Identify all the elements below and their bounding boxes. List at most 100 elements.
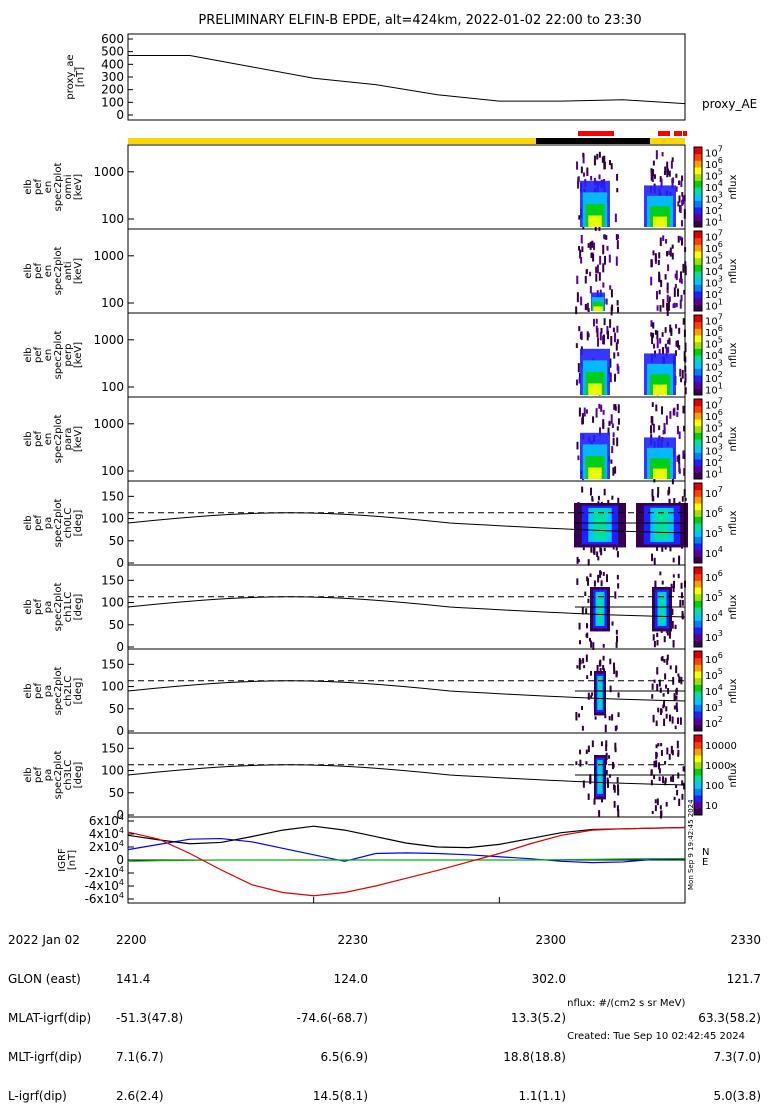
axis-label-line: elb xyxy=(23,347,34,362)
flux-pixel xyxy=(651,169,654,176)
flux-pixel xyxy=(679,299,682,309)
axis-label-line: proxy_ae xyxy=(65,54,76,99)
flux-pixel xyxy=(616,188,619,193)
flux-pixel xyxy=(677,749,680,755)
flux-pixel xyxy=(653,557,656,565)
flux-pixel xyxy=(605,744,608,752)
flux-pixel xyxy=(616,325,619,333)
axis-label-line: [deg] xyxy=(73,678,84,705)
flux-pixel xyxy=(576,578,579,585)
colorbar-segment xyxy=(694,213,702,221)
flux-pixel xyxy=(600,580,603,587)
pitch-angle-panel: 0 50 100 150 xyxy=(101,732,686,822)
flux-pixel xyxy=(576,556,579,564)
flux-pixel xyxy=(656,667,659,675)
flux-pixel xyxy=(610,414,613,424)
colorbar: 104 105 106 107 nflux xyxy=(693,482,739,564)
flux-pixel xyxy=(675,324,678,329)
colorbar-segment xyxy=(694,489,702,497)
colorbar-segment xyxy=(694,335,702,343)
colorbar-segment xyxy=(694,704,702,712)
y-axis-label: elb pef en spec2plot perp [keV] xyxy=(23,331,84,380)
flux-pixel xyxy=(682,195,685,205)
flux-pixel xyxy=(652,423,655,433)
flux-pixel xyxy=(657,486,660,495)
axis-label-line: spec2plot xyxy=(53,247,64,296)
flux-pixel xyxy=(664,274,667,280)
flux-pixel xyxy=(669,324,672,333)
colorbar-segment xyxy=(694,607,702,615)
flux-pixel xyxy=(684,387,687,395)
energy-spectrogram-panel: 100 1000 xyxy=(93,396,686,485)
flux-pixel xyxy=(600,404,603,412)
footer-value: 2200 xyxy=(116,933,147,947)
flux-pixel xyxy=(673,580,676,589)
colorbar-segment xyxy=(694,321,702,329)
flux-pixel xyxy=(615,342,618,351)
y-axis-label: elb pef pa spec2plot ch1LC [deg] xyxy=(23,583,84,632)
flux-pixel xyxy=(607,499,610,504)
flux-pixel xyxy=(666,658,669,665)
flux-pixel xyxy=(676,403,679,411)
flux-pixel xyxy=(666,294,669,303)
axis-label-line: pef xyxy=(33,179,44,196)
flux-pixel xyxy=(581,486,584,493)
flux-pixel xyxy=(614,591,617,599)
flux-pixel xyxy=(672,557,675,563)
flux-pixel xyxy=(581,725,584,731)
flux-pixel xyxy=(581,606,584,615)
flux-pixel xyxy=(598,810,601,817)
flux-pixel xyxy=(670,583,673,589)
colorbar-segment xyxy=(694,180,702,188)
flux-pixel xyxy=(589,286,592,294)
flux-pixel xyxy=(658,425,661,431)
flux-patch xyxy=(593,306,603,311)
flux-pixel xyxy=(605,740,608,747)
flux-pixel xyxy=(664,545,667,550)
flux-pixel xyxy=(614,373,617,379)
flux-pixel xyxy=(617,712,620,718)
y-tick-label: 1000 xyxy=(93,333,124,347)
flux-pixel xyxy=(591,692,594,696)
flux-pixel xyxy=(682,318,685,325)
flux-pixel xyxy=(614,725,617,732)
flux-pixel xyxy=(666,630,669,636)
flux-pixel xyxy=(657,707,660,713)
flux-pixel xyxy=(672,774,675,783)
flux-pixel xyxy=(617,234,620,239)
flux-pixel xyxy=(609,658,612,665)
flux-pixel xyxy=(661,544,664,552)
y-axis-label: elb pef en spec2plot omni [keV] xyxy=(23,163,84,212)
flux-pixel xyxy=(666,747,669,755)
flux-pixel xyxy=(668,714,671,722)
flux-pixel xyxy=(584,275,587,284)
footer-value: 6.5(6.9) xyxy=(320,1050,368,1064)
flux-pixel xyxy=(611,423,614,429)
colorbar-frame xyxy=(693,230,703,312)
colorbar-segment xyxy=(694,600,702,608)
loss-cone-line xyxy=(127,764,686,786)
flux-pixel xyxy=(675,695,678,700)
flux-pixel xyxy=(675,302,678,308)
flux-pixel xyxy=(579,759,582,767)
flux-pixel xyxy=(654,805,657,812)
colorbar-segment xyxy=(694,788,702,796)
flux-pixel xyxy=(590,175,593,181)
flux-pixel xyxy=(613,377,616,382)
flux-pixel xyxy=(590,695,593,699)
y-tick-label: 500 xyxy=(101,45,124,59)
flux-pixel xyxy=(600,327,603,334)
flux-pixel xyxy=(662,776,665,784)
colorbar-segment xyxy=(694,735,702,743)
y-tick-label: 2x104 xyxy=(89,839,124,854)
flux-pixel xyxy=(652,496,655,502)
footer-value: 18.8(18.8) xyxy=(503,1050,566,1064)
flux-pixel xyxy=(601,799,604,803)
flux-pixel xyxy=(595,318,598,324)
flux-pixel xyxy=(575,306,578,315)
y-tick-label: 0 xyxy=(116,853,124,867)
colorbar-segment xyxy=(694,264,702,272)
flux-pixel xyxy=(658,768,661,774)
